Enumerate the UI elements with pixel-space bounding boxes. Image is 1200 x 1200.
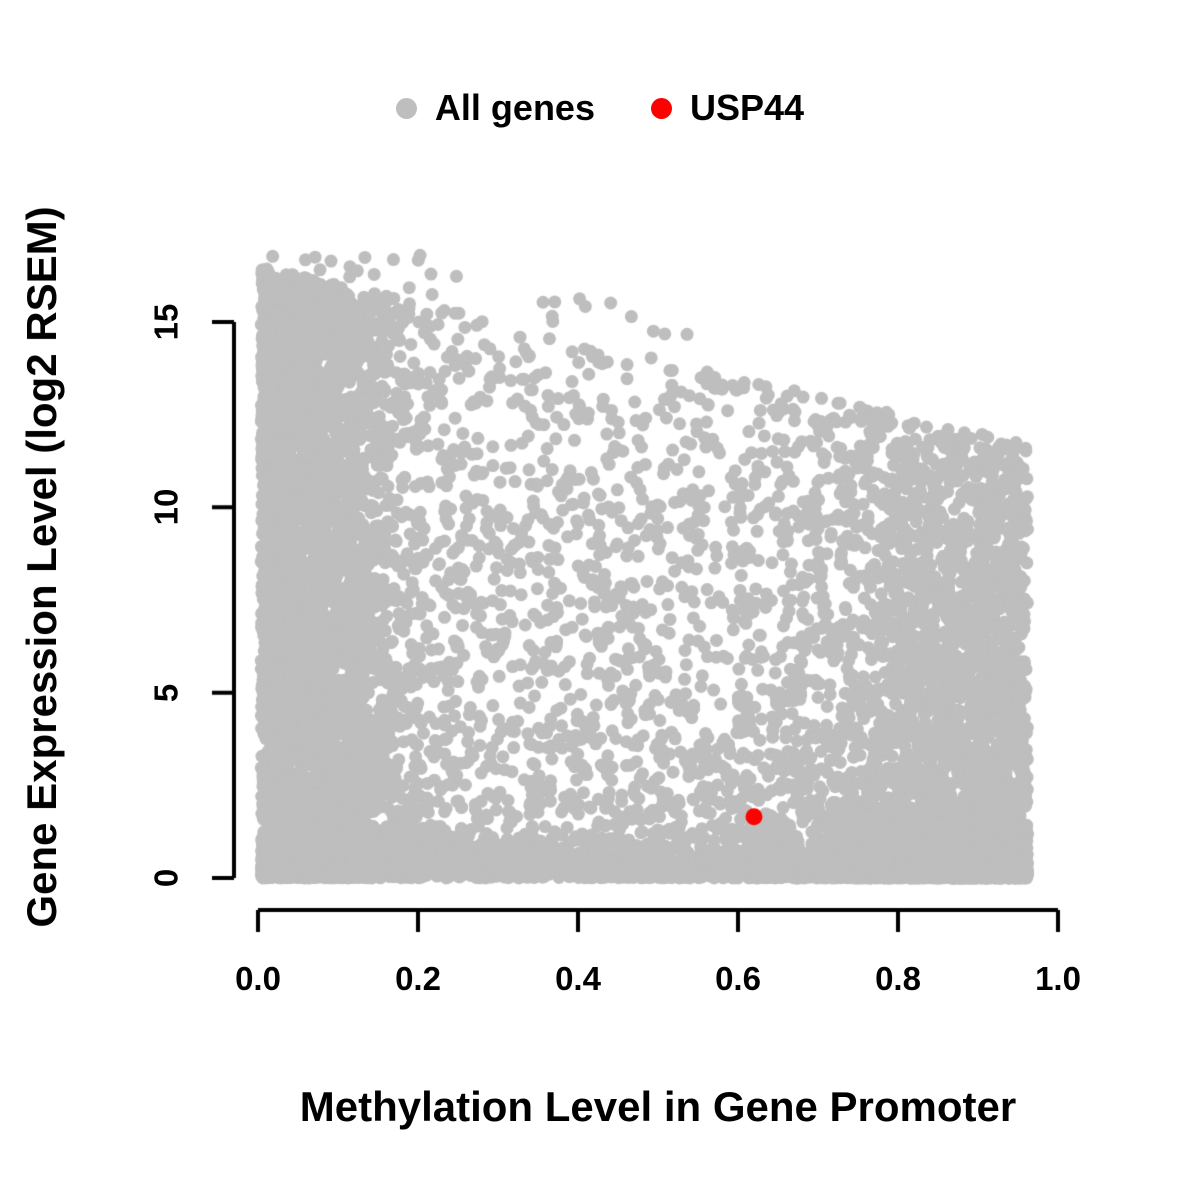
y-tick-label: 5 [147,683,185,702]
x-tick-label: 0.0 [235,960,281,997]
x-tick-label: 0.6 [715,960,761,997]
y-tick-label: 0 [147,868,185,888]
y-tick-label: 15 [147,303,185,341]
x-tick-label: 1.0 [1035,960,1081,997]
y-tick-label: 10 [147,488,185,526]
x-tick-label: 0.8 [875,960,921,997]
x-tick-label: 0.2 [395,960,441,997]
x-tick-label: 0.4 [555,960,601,997]
y-axis-title: Gene Expression Level (log2 RSEM) [18,206,65,928]
x-axis-title: Methylation Level in Gene Promoter [299,1083,1017,1130]
